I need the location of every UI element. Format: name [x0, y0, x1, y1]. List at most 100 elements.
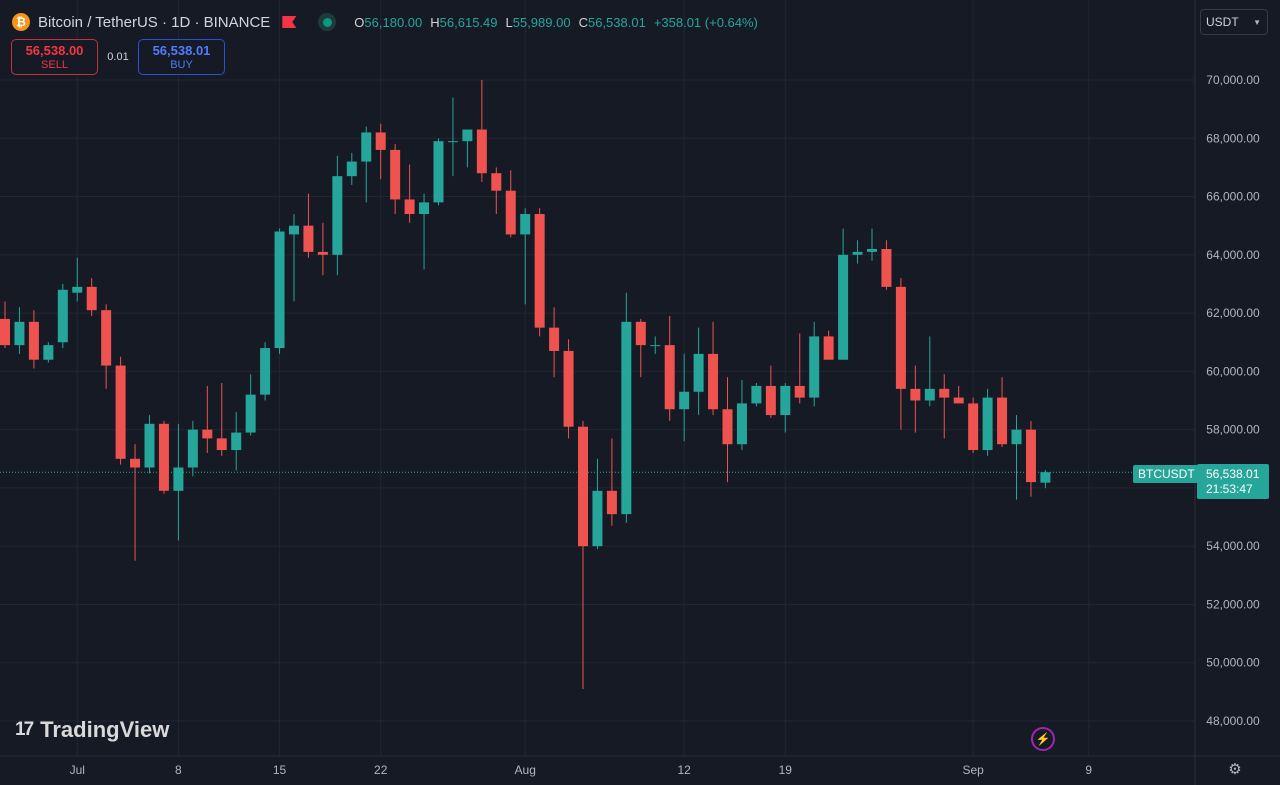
candle[interactable] — [563, 339, 574, 439]
candle[interactable] — [765, 365, 776, 418]
candle[interactable] — [462, 129, 473, 168]
candle[interactable] — [115, 356, 126, 465]
candle[interactable] — [173, 423, 184, 541]
candle[interactable] — [736, 380, 747, 451]
candle[interactable] — [274, 228, 285, 354]
candle[interactable] — [361, 126, 372, 203]
candle[interactable] — [751, 383, 762, 407]
candle[interactable] — [260, 342, 271, 401]
candle[interactable] — [289, 214, 299, 302]
candle[interactable] — [130, 444, 141, 561]
candle[interactable] — [679, 353, 690, 442]
candle[interactable] — [578, 420, 588, 689]
candle[interactable] — [390, 144, 401, 215]
candle[interactable] — [549, 307, 560, 378]
last-price-value: 56,538.01 — [1206, 466, 1260, 481]
currency-select[interactable]: USDT ▼ — [1200, 9, 1268, 35]
candle[interactable] — [953, 385, 964, 404]
symbol-header[interactable]: ₿ Bitcoin / TetherUS · 1D · BINANCE O56,… — [6, 8, 758, 36]
candle[interactable] — [867, 228, 877, 261]
high-value: 56,615.49 — [439, 14, 498, 30]
candle[interactable] — [144, 415, 155, 474]
candle[interactable] — [101, 304, 112, 389]
candle[interactable] — [491, 167, 502, 215]
buy-button[interactable]: 56,538.01 BUY — [138, 39, 225, 75]
candle[interactable] — [14, 307, 25, 354]
candle-body — [664, 345, 675, 410]
candle[interactable] — [794, 333, 805, 404]
candle[interactable] — [231, 412, 242, 471]
candle[interactable] — [202, 385, 213, 453]
candle-body — [505, 190, 516, 235]
candle[interactable] — [664, 316, 675, 421]
candle[interactable] — [838, 228, 849, 360]
candle[interactable] — [708, 321, 719, 416]
candle[interactable] — [433, 138, 444, 206]
candle[interactable] — [476, 80, 487, 182]
candle[interactable] — [968, 397, 979, 453]
candle-body — [447, 141, 458, 143]
candle[interactable] — [419, 193, 430, 270]
candle[interactable] — [505, 170, 516, 238]
candle[interactable] — [895, 278, 906, 430]
candle[interactable] — [881, 240, 892, 290]
settings-gear-icon[interactable]: ⚙ — [1228, 761, 1242, 778]
candle[interactable] — [346, 152, 357, 185]
candle[interactable] — [245, 374, 256, 436]
candle[interactable] — [317, 222, 328, 276]
candle[interactable] — [28, 310, 39, 369]
candle[interactable] — [606, 438, 617, 526]
candle[interactable] — [86, 278, 97, 317]
candle-body — [289, 225, 299, 235]
candle-body — [332, 176, 343, 255]
candle[interactable] — [43, 342, 54, 363]
symbol-title[interactable]: Bitcoin / TetherUS · 1D · BINANCE — [38, 13, 271, 31]
market-status-icon[interactable] — [318, 13, 337, 31]
candle[interactable] — [780, 383, 791, 433]
candle-body — [101, 310, 112, 366]
candle[interactable] — [0, 301, 10, 349]
candle[interactable] — [621, 292, 632, 523]
candle[interactable] — [1011, 415, 1022, 500]
candle[interactable] — [216, 383, 227, 456]
candle[interactable] — [404, 164, 415, 223]
candle[interactable] — [635, 318, 646, 378]
candle[interactable] — [693, 327, 704, 416]
candle[interactable] — [650, 336, 661, 354]
candle[interactable] — [375, 123, 386, 180]
candle[interactable] — [520, 208, 531, 305]
candle-body — [867, 248, 877, 252]
candle[interactable] — [852, 240, 863, 264]
candle[interactable] — [303, 193, 314, 258]
candle[interactable] — [447, 97, 458, 177]
candle[interactable] — [982, 388, 993, 456]
candle[interactable] — [1025, 420, 1036, 497]
x-tick-label: Sep — [962, 763, 984, 777]
candle[interactable] — [823, 330, 834, 360]
candle[interactable] — [158, 420, 169, 494]
candle[interactable] — [809, 321, 820, 407]
candle[interactable] — [997, 377, 1008, 448]
candle[interactable] — [187, 420, 198, 477]
candle[interactable] — [72, 257, 83, 302]
candle[interactable] — [722, 377, 733, 483]
candle[interactable] — [939, 374, 950, 439]
tradingview-logo[interactable]: 17 TradingView — [15, 717, 169, 743]
candle[interactable] — [924, 336, 935, 407]
candle-body — [606, 490, 617, 515]
sell-button[interactable]: 56,538.00 SELL — [11, 39, 98, 75]
candle[interactable] — [57, 283, 68, 349]
last-price-tag: 56,538.01 21:53:47 — [1197, 464, 1269, 499]
candle[interactable] — [910, 365, 921, 433]
lightning-icon[interactable]: ⚡ — [1031, 727, 1055, 751]
candle-body — [28, 321, 39, 360]
candle[interactable] — [1040, 469, 1051, 489]
candle-body — [679, 391, 690, 410]
candle[interactable] — [332, 155, 343, 276]
candle[interactable] — [534, 208, 545, 337]
candle[interactable] — [592, 458, 603, 550]
flag-icon[interactable] — [282, 16, 297, 28]
